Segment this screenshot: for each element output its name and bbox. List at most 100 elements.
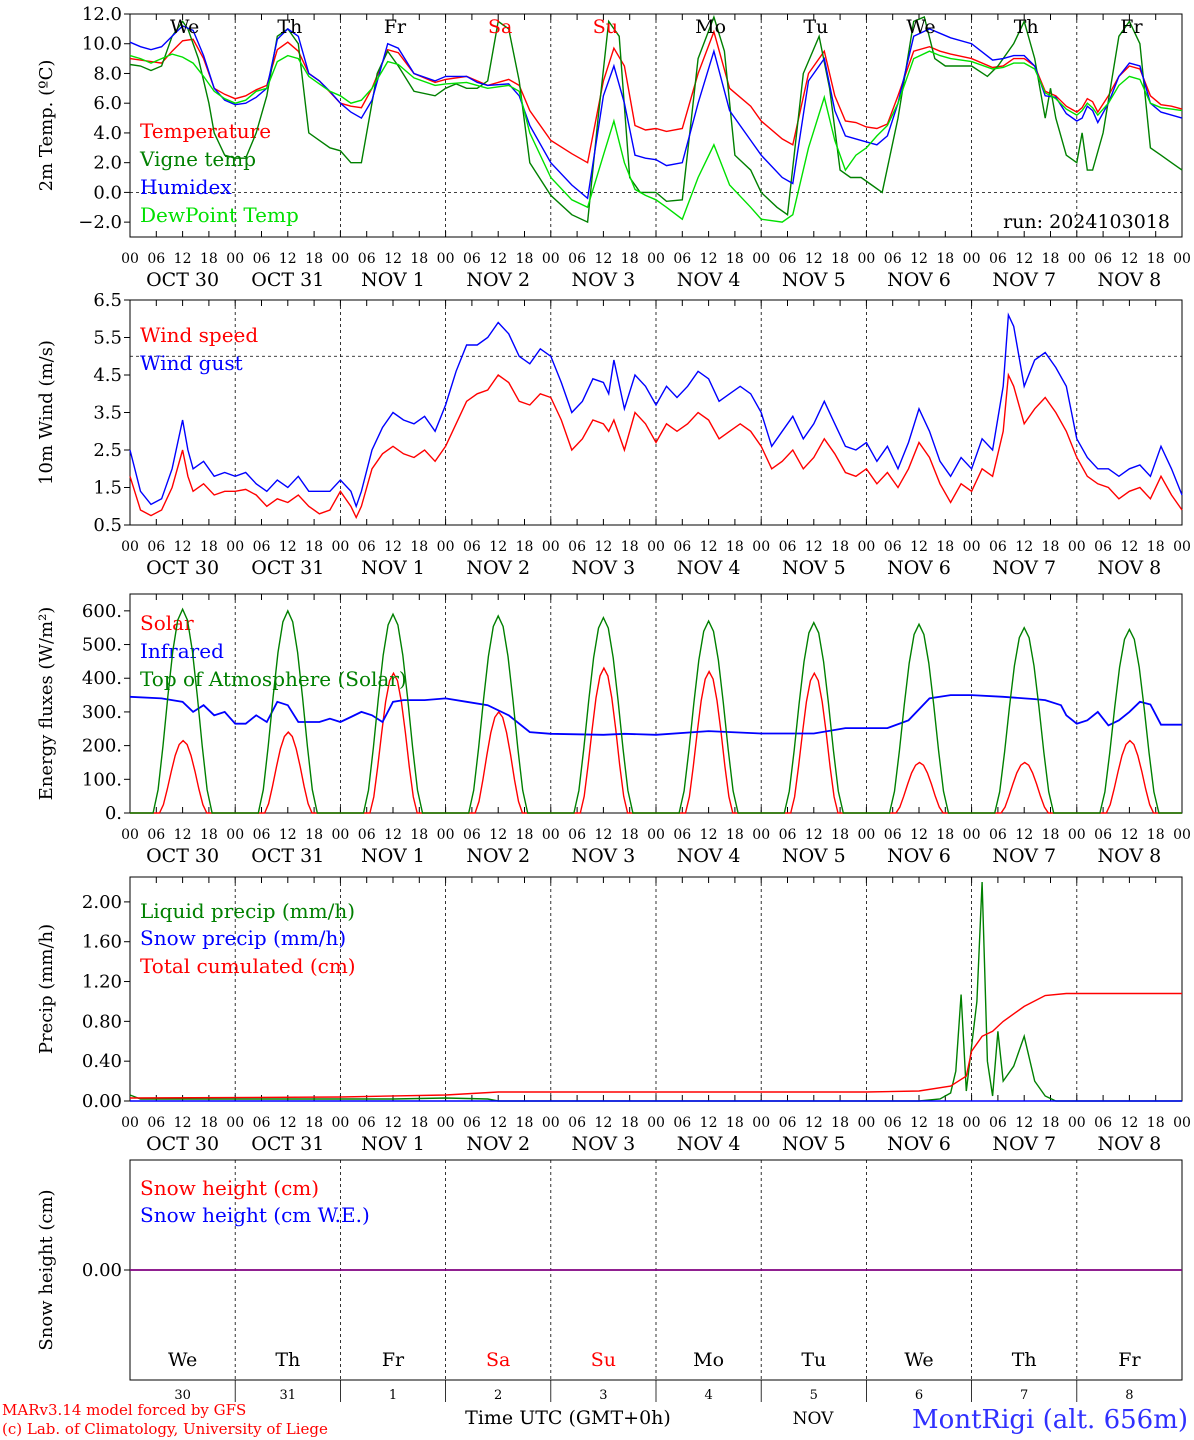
- day-number-label: 3: [599, 1388, 607, 1403]
- day-label: NOV 6: [887, 557, 951, 579]
- weekday-label-top: Sa: [488, 16, 512, 38]
- y-tick-label: 3.5: [93, 403, 122, 424]
- hour-tick-label: 00: [1068, 539, 1086, 555]
- hour-tick-label: 18: [410, 251, 428, 267]
- day-label: OCT 31: [251, 1133, 324, 1155]
- y-tick-label: 600.: [82, 601, 122, 622]
- y-tick-label: 0.80: [82, 1011, 122, 1032]
- hour-tick-label: 00: [331, 251, 349, 267]
- hour-tick-label: 18: [831, 251, 849, 267]
- hour-tick-label: 18: [1147, 1115, 1165, 1131]
- hour-tick-label: 06: [253, 251, 271, 267]
- y-tick-label: 12.0: [82, 4, 122, 25]
- day-label: OCT 30: [146, 1133, 219, 1155]
- day-label: NOV 1: [361, 557, 425, 579]
- weekday-label-top: Th: [1014, 16, 1039, 38]
- hour-tick-label: 18: [200, 539, 218, 555]
- energy-flux-panel: 0. 100. 200. 300. 400. 500. 600. Energy fluxes …: [36, 593, 1191, 867]
- hour-tick-label: 00: [542, 1115, 560, 1131]
- y-tick-label: 400.: [82, 668, 122, 689]
- hour-tick-label: 00: [1173, 827, 1191, 843]
- hour-tick-label: 12: [805, 539, 823, 555]
- day-label: OCT 31: [251, 845, 324, 867]
- weekday-label-top: We: [170, 16, 199, 38]
- legend-entry: Temperature: [140, 119, 271, 143]
- hour-tick-label: 06: [779, 1115, 797, 1131]
- plot-frame: [129, 299, 1183, 526]
- hour-tick-label: 12: [489, 827, 507, 843]
- hour-tick-label: 12: [279, 1115, 297, 1131]
- hour-tick-label: 00: [437, 1115, 455, 1131]
- hour-tick-label: 12: [805, 251, 823, 267]
- hour-tick-label: 06: [253, 539, 271, 555]
- legend-entry: Wind speed: [140, 323, 258, 347]
- day-label: NOV 5: [782, 1133, 846, 1155]
- weekday-label-bottom: We: [168, 1349, 197, 1371]
- hour-tick-label: 18: [1042, 539, 1060, 555]
- hour-tick-label: 12: [1015, 251, 1033, 267]
- hour-tick-label: 12: [1015, 1115, 1033, 1131]
- hour-tick-label: 12: [174, 539, 192, 555]
- day-number-label: 1: [389, 1388, 397, 1403]
- hour-tick-label: 18: [831, 539, 849, 555]
- hour-tick-label: 18: [200, 251, 218, 267]
- hour-tick-label: 06: [673, 1115, 691, 1131]
- day-number-label: 31: [280, 1388, 297, 1403]
- hour-tick-label: 06: [568, 539, 586, 555]
- y-tick-label: 6.5: [93, 290, 122, 311]
- series-line-red: [129, 992, 1182, 1099]
- y-axis-label: Snow height (cm): [36, 1189, 57, 1350]
- day-label: NOV 8: [1098, 557, 1162, 579]
- hour-tick-label: 12: [279, 827, 297, 843]
- hour-tick-label: 12: [489, 251, 507, 267]
- hour-tick-label: 06: [358, 1115, 376, 1131]
- hour-tick-label: 18: [726, 251, 744, 267]
- hour-tick-label: 18: [1042, 827, 1060, 843]
- hour-tick-label: 18: [1147, 251, 1165, 267]
- day-label: NOV 7: [992, 557, 1056, 579]
- hour-tick-label: 00: [963, 539, 981, 555]
- legend-entry: Solar: [140, 611, 194, 635]
- hour-tick-label: 12: [1120, 251, 1138, 267]
- hour-tick-label: 18: [726, 539, 744, 555]
- hour-tick-label: 18: [1147, 539, 1165, 555]
- hour-tick-label: 06: [358, 251, 376, 267]
- hour-tick-label: 06: [989, 251, 1007, 267]
- hour-tick-label: 12: [1015, 539, 1033, 555]
- hour-tick-label: 00: [752, 539, 770, 555]
- series-line-red: [129, 372, 1183, 520]
- day-label: NOV 8: [1098, 1133, 1162, 1155]
- hour-tick-label: 00: [857, 827, 875, 843]
- weekday-label-bottom: We: [904, 1349, 933, 1371]
- hour-tick-label: 06: [673, 827, 691, 843]
- day-number-label: 6: [915, 1388, 923, 1403]
- hour-tick-label: 00: [542, 539, 560, 555]
- hour-tick-label: 18: [621, 1115, 639, 1131]
- hour-tick-label: 00: [857, 251, 875, 267]
- footer-lab-credit: (c) Lab. of Climatology, University of L…: [2, 1420, 328, 1438]
- hour-tick-label: 00: [752, 1115, 770, 1131]
- hour-tick-label: 18: [726, 1115, 744, 1131]
- day-label: NOV 4: [677, 1133, 741, 1155]
- hour-tick-label: 06: [358, 827, 376, 843]
- hour-tick-label: 00: [542, 251, 560, 267]
- weekday-label-bottom: Mo: [693, 1349, 724, 1371]
- hour-tick-label: 06: [253, 1115, 271, 1131]
- day-label: NOV 6: [887, 269, 951, 291]
- hour-tick-label: 06: [568, 251, 586, 267]
- hour-tick-label: 12: [384, 251, 402, 267]
- weekday-label-bottom: Tu: [801, 1349, 826, 1371]
- weekday-label-top: Mo: [695, 16, 726, 38]
- y-axis-label: Energy fluxes (W/m²): [36, 607, 57, 801]
- y-tick-label: 1.5: [93, 478, 122, 499]
- hour-tick-label: 00: [121, 827, 139, 843]
- hour-tick-label: 12: [805, 1115, 823, 1131]
- hour-tick-label: 18: [831, 827, 849, 843]
- legend-entry: Total cumulated (cm): [140, 954, 356, 978]
- day-number-label: 7: [1020, 1388, 1028, 1403]
- hour-tick-label: 12: [1120, 827, 1138, 843]
- hour-tick-label: 18: [410, 539, 428, 555]
- day-label: NOV 7: [992, 1133, 1056, 1155]
- hour-tick-label: 06: [779, 827, 797, 843]
